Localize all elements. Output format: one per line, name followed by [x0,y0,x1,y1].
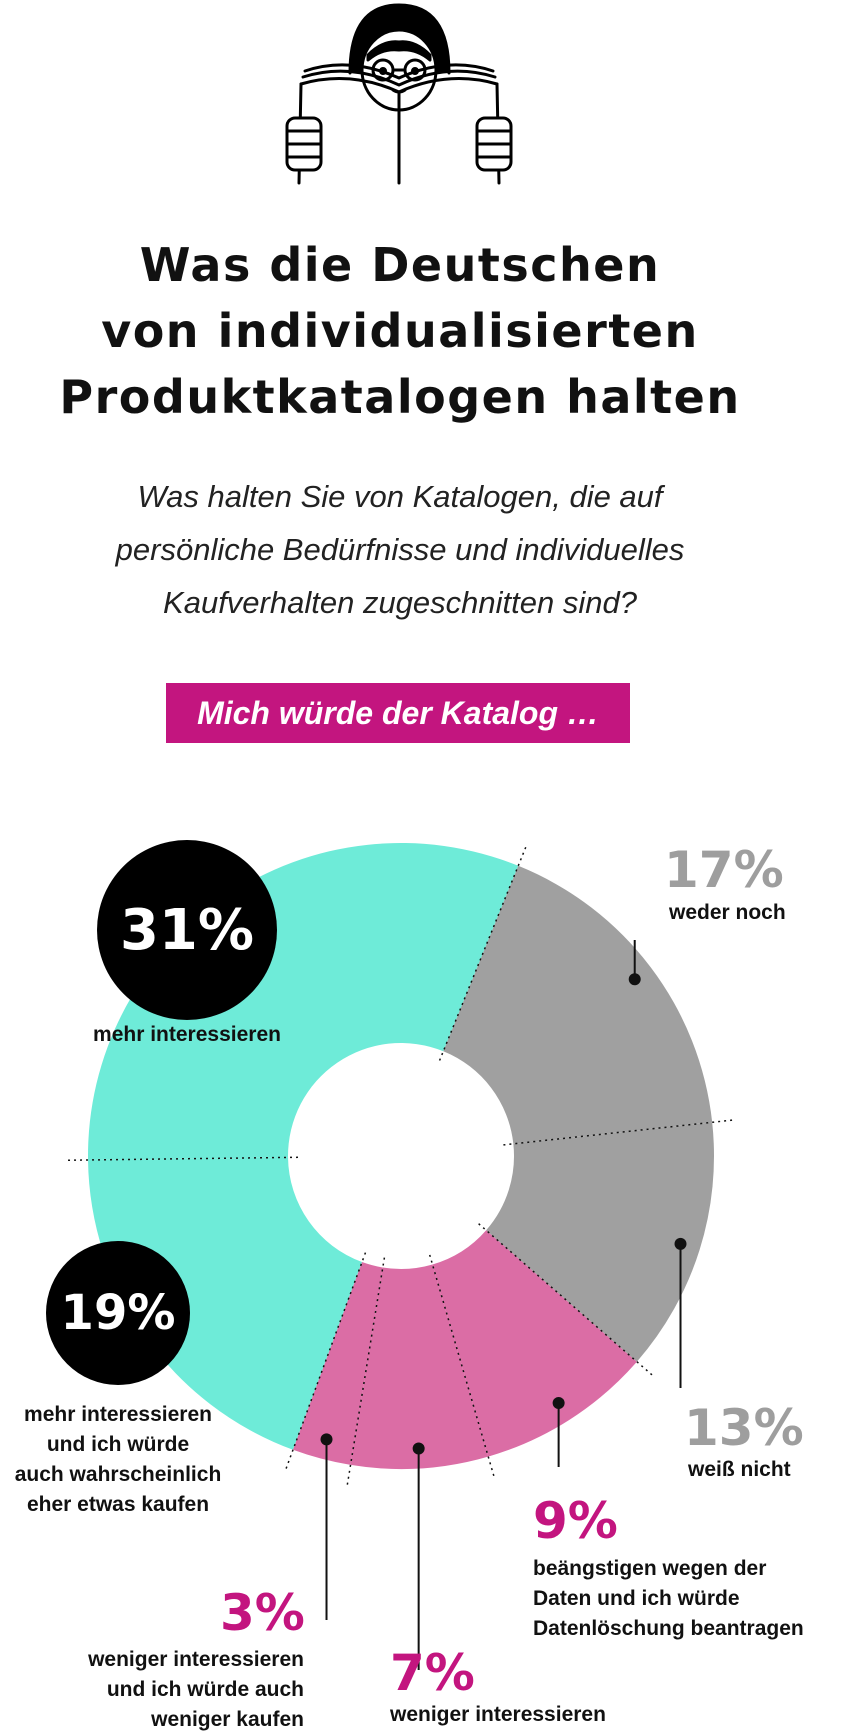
reader-illustration [285,3,513,185]
donut-segment-7 [350,1264,489,1470]
label-13-line-1: weiß nicht [688,1458,791,1481]
label-31-line-1: mehr interessieren [93,1023,281,1046]
leader-dot-13 [674,1237,687,1250]
label-9: beängstigen wegen der Daten und ich würd… [533,1554,804,1644]
answer-prompt-banner: Mich würde der Katalog … [166,683,630,743]
pct-13: 13% [684,1399,804,1457]
label-17-line-1: weder noch [669,901,786,924]
title-line-2: von individualisierten [101,304,699,358]
leader-dot-7 [412,1442,425,1455]
page-title: Was die Deutschen von individualisierten… [0,232,800,430]
pct-9: 9% [533,1492,618,1550]
pct-31-label: 31% [119,897,255,963]
pct-19-label: 19% [60,1285,176,1341]
label-19: mehr interessieren und ich würde auch wa… [0,1400,236,1520]
segment-divider-1 [285,1252,367,1469]
donut-segment-13 [486,1122,714,1362]
label-7-line-1: weniger interessieren [390,1703,606,1726]
survey-question: Was halten Sie von Katalogen, die auf pe… [0,470,800,629]
label-19-line-4: eher etwas kaufen [26,1493,210,1516]
bubble-19: 19% [46,1241,190,1385]
label-9-line-1: beängstigen wegen der [533,1557,767,1580]
label-19-line-3: auch wahrscheinlich [14,1463,222,1486]
question-line-1: Was halten Sie von Katalogen, die auf [137,479,663,514]
donut-segment-9 [432,1230,637,1457]
label-19-line-1: mehr interessieren [24,1403,212,1426]
pct-3: 3% [220,1584,305,1642]
segment-divider-3 [428,1254,495,1477]
title-line-1: Was die Deutschen [139,238,661,292]
label-31: mehr interessieren [70,1020,304,1050]
question-line-3: Kaufverhalten zugeschnitten sind? [163,585,637,620]
title-line-3: Produktkatalogen halten [59,370,741,424]
label-3-line-3: weniger kaufen [151,1708,304,1731]
label-3-line-1: weniger interessieren [88,1648,304,1671]
label-17: weder noch [669,898,786,928]
label-7: weniger interessieren [390,1700,606,1730]
donut-segment-17 [443,865,713,1144]
leader-dot-17 [628,973,641,986]
segment-divider-5 [503,1119,733,1146]
segment-divider-0 [68,1156,299,1161]
label-9-line-2: Daten und ich würde [533,1587,740,1610]
question-line-2: persönliche Bedürfnisse und individuelle… [115,532,685,567]
leader-dot-3 [320,1433,333,1446]
label-3-line-2: und ich würde auch [106,1678,304,1701]
label-19-line-2: und ich würde [46,1433,190,1456]
segment-divider-2 [346,1257,386,1485]
leader-dot-9 [552,1396,565,1409]
donut-segment-3 [293,1262,383,1465]
bubble-31: 31% [97,840,277,1020]
label-3: weniger interessieren und ich würde auch… [40,1645,304,1735]
segment-divider-6 [438,846,527,1061]
pct-17: 17% [664,841,784,899]
label-13: weiß nicht [688,1455,791,1485]
pct-7: 7% [390,1644,475,1702]
segment-divider-4 [478,1223,653,1376]
label-9-line-3: Datenlöschung beantragen [533,1617,804,1640]
donut-segment-19 [88,1157,363,1450]
